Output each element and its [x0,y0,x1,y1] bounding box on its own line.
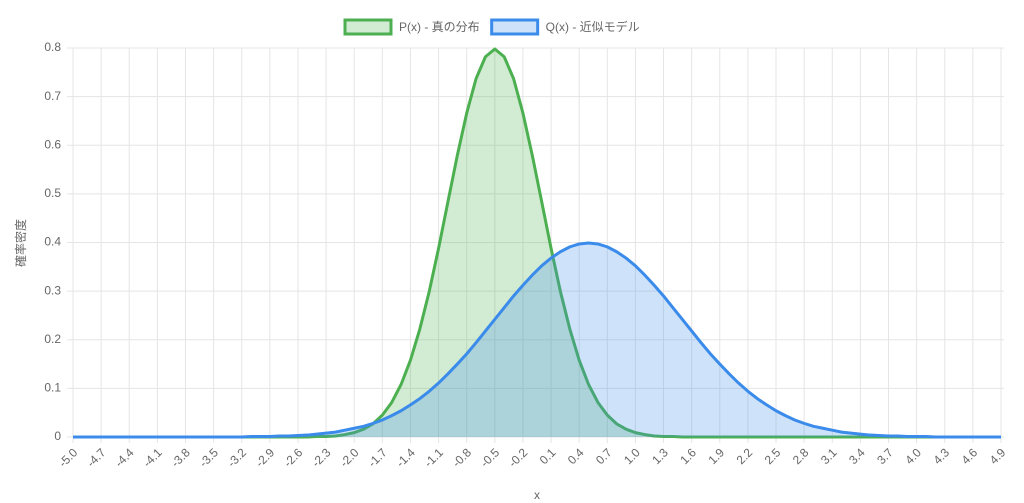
area [73,48,1001,437]
x-tick-label: -3.2 [225,445,250,470]
x-tick-label: 3.4 [846,445,868,467]
legend-swatch [490,18,540,36]
x-tick-label: -3.5 [196,445,221,470]
y-tick-label: 0.1 [44,381,61,395]
x-tick-label: 0.4 [565,445,587,467]
x-tick-label: 1.9 [705,445,727,467]
x-tick-label: -2.3 [309,445,334,470]
x-tick-label: -5.0 [56,445,81,470]
x-tick-label: 0.7 [593,445,615,467]
x-tick-label: 1.6 [677,445,699,467]
y-tick-label: 0 [54,429,61,443]
x-tick-label: 4.3 [930,445,952,467]
y-tick-label: 0.6 [44,137,61,151]
x-tick-label: 1.3 [649,445,671,467]
legend-label: P(x) - 真の分布 [399,20,480,34]
x-tick-label: -1.4 [393,445,418,470]
x-tick-label: -0.8 [450,445,475,470]
x-tick-label: 3.1 [818,445,840,467]
y-tick-label: 0.8 [44,40,61,54]
line [73,241,1001,439]
area [73,242,1001,437]
y-tick-label: 0.7 [44,89,61,103]
marks [73,47,1001,439]
x-tick-label: -4.1 [140,445,165,470]
x-axis-title: x [534,488,540,502]
y-tick-label: 0.3 [44,283,61,297]
x-tick-label: -2.6 [281,445,306,470]
y-tick-label: 0.4 [44,235,61,249]
x-tick-label: -1.7 [365,445,390,470]
y-axis-title: 確率密度 [13,219,28,267]
x-tick-label: -2.0 [337,445,362,470]
x-tick-label: 1.0 [621,445,643,467]
x-tick-label: 4.6 [959,445,981,467]
x-tick-label: -3.8 [168,445,193,470]
legend-label: Q(x) - 近似モデル [546,19,640,34]
x-tick-label: -0.2 [506,445,531,470]
x-tick-label: -0.5 [478,445,503,470]
x-tick-label: 4.0 [902,445,924,467]
x-tick-label: -4.7 [84,445,109,470]
x-tick-label: 0.1 [537,445,559,467]
x-tick-label: -4.4 [112,445,137,470]
x-tick-label: 3.7 [874,445,896,467]
x-tick-label: -1.1 [421,445,446,470]
legend-swatch [343,18,393,36]
y-tick-label: 0.2 [44,332,61,346]
x-tick-label: 2.8 [790,445,812,467]
y-tick-label: 0.5 [44,186,61,200]
x-tick-label: 2.2 [734,445,756,467]
grid [67,47,1004,443]
x-tick-label: 2.5 [762,445,784,467]
x-tick-label: -2.9 [253,445,278,470]
x-tick-label: 4.9 [987,445,1009,467]
